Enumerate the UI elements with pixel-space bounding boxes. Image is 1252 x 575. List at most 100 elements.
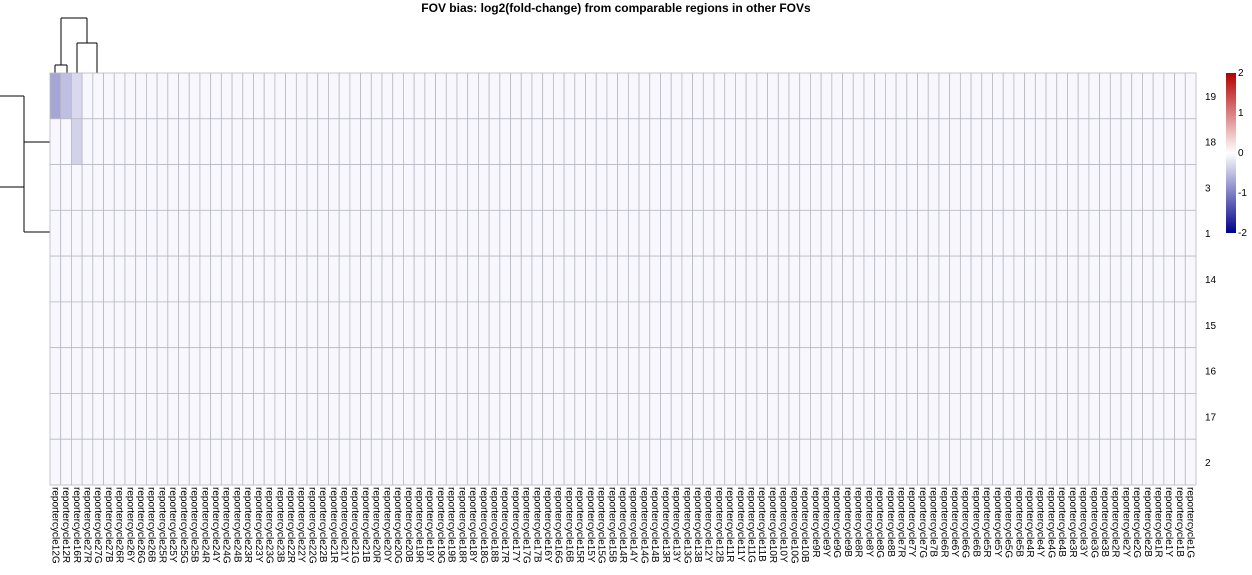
heatmap-cell — [906, 438, 918, 486]
heatmap-cell — [199, 301, 212, 349]
heatmap-cell — [488, 72, 501, 120]
heatmap-cell — [103, 255, 115, 303]
heatmap-cell — [542, 164, 554, 211]
heatmap-cell — [863, 347, 876, 394]
heatmap-cell — [895, 72, 908, 120]
heatmap-cell — [242, 393, 254, 440]
heatmap-cell — [627, 301, 640, 349]
heatmap-cell — [874, 347, 886, 394]
heatmap-cell — [788, 438, 801, 486]
heatmap-cell — [1184, 72, 1197, 120]
heatmap-cell — [135, 393, 147, 440]
heatmap-cell — [552, 164, 565, 211]
heatmap-cell — [113, 72, 126, 120]
heatmap-cell — [285, 72, 297, 120]
heatmap-cell — [370, 209, 383, 257]
heatmap-cell — [349, 347, 361, 394]
heatmap-cell — [199, 438, 212, 486]
heatmap-cell — [681, 72, 694, 120]
heatmap-cell — [735, 118, 747, 165]
column-label: reportercycle19G — [435, 487, 446, 564]
heatmap-cell — [660, 255, 672, 303]
heatmap-cell — [167, 118, 179, 165]
heatmap-cell — [1184, 209, 1197, 257]
heatmap-cell — [478, 393, 490, 440]
heatmap-cell — [456, 393, 469, 440]
heatmap-cell — [295, 393, 308, 440]
heatmap-cell — [456, 301, 469, 349]
heatmap-cell — [992, 347, 1004, 394]
heatmap-cell — [531, 393, 544, 440]
heatmap-cell — [799, 118, 811, 165]
heatmap-cell — [1174, 301, 1186, 349]
heatmap-cell — [231, 438, 244, 486]
heatmap-cell — [403, 347, 415, 394]
heatmap-cell — [338, 301, 351, 349]
heatmap-cell — [585, 438, 597, 486]
heatmap-cell — [231, 301, 244, 349]
heatmap-cell — [135, 255, 147, 303]
heatmap-cell — [970, 393, 983, 440]
heatmap-cell — [306, 164, 319, 211]
heatmap-cell — [1002, 393, 1015, 440]
heatmap-cell — [263, 118, 276, 165]
heatmap-cell — [317, 347, 329, 394]
column-label: reportercycle20Y — [381, 487, 392, 563]
heatmap-cell — [188, 255, 201, 303]
heatmap-cell — [927, 164, 940, 211]
heatmap-cell — [456, 209, 469, 257]
heatmap-cell — [510, 347, 522, 394]
heatmap-cell — [874, 118, 886, 165]
heatmap-cell — [542, 393, 554, 440]
heatmap-cell — [467, 438, 479, 486]
heatmap-cell — [820, 118, 833, 165]
column-label: reportercycle14B — [649, 487, 660, 563]
heatmap-cell — [510, 118, 522, 165]
heatmap-cell — [81, 301, 94, 349]
heatmap-cell — [435, 301, 447, 349]
heatmap-cell — [403, 438, 415, 486]
row-label: 15 — [1205, 321, 1217, 332]
column-label: reportercycle12G — [49, 487, 60, 564]
heatmap-cell — [745, 72, 758, 120]
column-label: reportercycle15R — [574, 487, 585, 563]
heatmap-cell — [360, 301, 372, 349]
heatmap-cell — [1109, 347, 1122, 394]
column-label: reportercycle5G — [1003, 487, 1014, 558]
column-label: reportercycle24R — [199, 487, 210, 563]
heatmap-cell — [124, 118, 137, 165]
heatmap-cell — [317, 393, 329, 440]
heatmap-cell — [1002, 118, 1015, 165]
heatmap-cell — [435, 438, 447, 486]
heatmap-cell — [520, 209, 533, 257]
heatmap-cell — [306, 347, 319, 394]
heatmap-cell — [1024, 393, 1036, 440]
heatmap-cell — [649, 72, 661, 120]
heatmap-cell — [542, 255, 554, 303]
heatmap-cell — [585, 301, 597, 349]
heatmap-cell — [799, 393, 811, 440]
heatmap-cell — [1120, 255, 1133, 303]
heatmap-cell — [81, 393, 94, 440]
heatmap-cell — [71, 438, 83, 486]
heatmap-cell — [777, 209, 790, 257]
column-label: reportercycle11G — [746, 487, 757, 563]
heatmap-cell — [113, 301, 126, 349]
heatmap-cell — [895, 255, 908, 303]
heatmap-cell — [145, 118, 158, 165]
heatmap-cell — [467, 347, 479, 394]
heatmap-cell — [670, 301, 683, 349]
column-label: reportercycle5R — [981, 487, 992, 558]
heatmap-cell — [777, 118, 790, 165]
heatmap-cell — [242, 255, 254, 303]
heatmap-cell — [606, 347, 619, 394]
heatmap-cell — [820, 347, 833, 394]
heatmap-cell — [874, 255, 886, 303]
row-dendrogram — [0, 95, 50, 233]
heatmap-cell — [1174, 118, 1186, 165]
heatmap-cell — [713, 72, 726, 120]
column-label: reportercycle23G — [264, 487, 275, 564]
heatmap-cell — [627, 118, 640, 165]
heatmap-cell — [1024, 209, 1036, 257]
heatmap-cell — [499, 118, 511, 165]
